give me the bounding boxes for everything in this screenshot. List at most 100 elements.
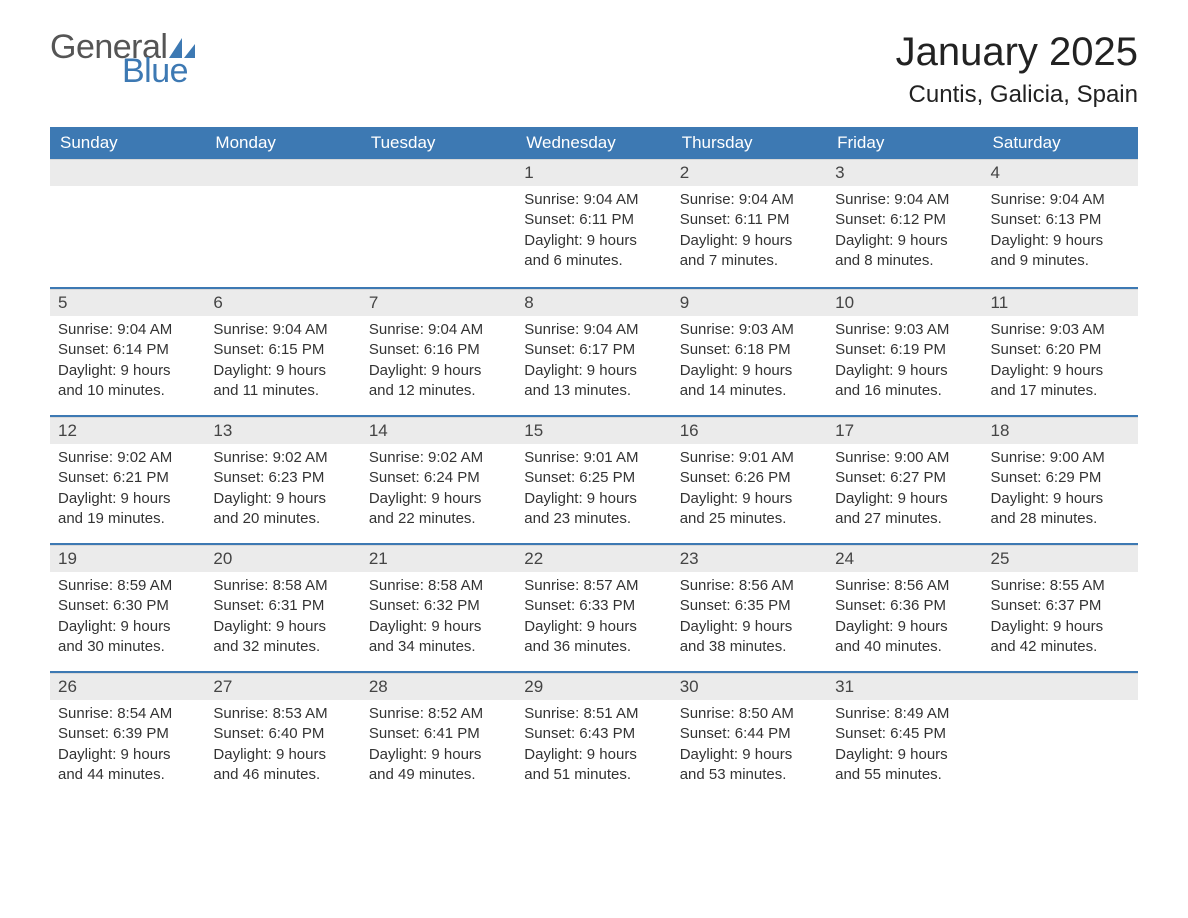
daylight-line1: Daylight: 9 hours — [369, 745, 508, 765]
day-cell: 16Sunrise: 9:01 AMSunset: 6:26 PMDayligh… — [672, 417, 827, 543]
sunset-text: Sunset: 6:41 PM — [369, 724, 508, 744]
day-cell: 26Sunrise: 8:54 AMSunset: 6:39 PMDayligh… — [50, 673, 205, 799]
day-number: 23 — [672, 545, 827, 572]
daylight-line1: Daylight: 9 hours — [58, 489, 197, 509]
daylight-line2: and 34 minutes. — [369, 637, 508, 657]
day-cell: 14Sunrise: 9:02 AMSunset: 6:24 PMDayligh… — [361, 417, 516, 543]
weekday-header: Thursday — [672, 127, 827, 159]
sunset-text: Sunset: 6:36 PM — [835, 596, 974, 616]
daylight-line1: Daylight: 9 hours — [369, 489, 508, 509]
daylight-line1: Daylight: 9 hours — [58, 617, 197, 637]
week-row: 19Sunrise: 8:59 AMSunset: 6:30 PMDayligh… — [50, 543, 1138, 671]
sunrise-text: Sunrise: 9:03 AM — [680, 320, 819, 340]
day-cell: 22Sunrise: 8:57 AMSunset: 6:33 PMDayligh… — [516, 545, 671, 671]
sunset-text: Sunset: 6:14 PM — [58, 340, 197, 360]
daylight-line1: Daylight: 9 hours — [58, 745, 197, 765]
daylight-line2: and 42 minutes. — [991, 637, 1130, 657]
daylight-line1: Daylight: 9 hours — [524, 361, 663, 381]
day-cell: 8Sunrise: 9:04 AMSunset: 6:17 PMDaylight… — [516, 289, 671, 415]
daylight-line2: and 19 minutes. — [58, 509, 197, 529]
day-number: 8 — [516, 289, 671, 316]
sunrise-text: Sunrise: 8:58 AM — [213, 576, 352, 596]
day-body: Sunrise: 8:55 AMSunset: 6:37 PMDaylight:… — [983, 572, 1138, 667]
daylight-line1: Daylight: 9 hours — [524, 231, 663, 251]
day-cell: 13Sunrise: 9:02 AMSunset: 6:23 PMDayligh… — [205, 417, 360, 543]
daylight-line1: Daylight: 9 hours — [213, 745, 352, 765]
sunrise-text: Sunrise: 8:51 AM — [524, 704, 663, 724]
day-cell: 19Sunrise: 8:59 AMSunset: 6:30 PMDayligh… — [50, 545, 205, 671]
day-cell: 10Sunrise: 9:03 AMSunset: 6:19 PMDayligh… — [827, 289, 982, 415]
day-cell: 3Sunrise: 9:04 AMSunset: 6:12 PMDaylight… — [827, 159, 982, 287]
sunset-text: Sunset: 6:13 PM — [991, 210, 1130, 230]
day-number: 1 — [516, 159, 671, 186]
day-cell: 9Sunrise: 9:03 AMSunset: 6:18 PMDaylight… — [672, 289, 827, 415]
day-cell: 24Sunrise: 8:56 AMSunset: 6:36 PMDayligh… — [827, 545, 982, 671]
day-number: 28 — [361, 673, 516, 700]
daylight-line2: and 17 minutes. — [991, 381, 1130, 401]
daylight-line2: and 27 minutes. — [835, 509, 974, 529]
day-number — [983, 673, 1138, 700]
daylight-line2: and 46 minutes. — [213, 765, 352, 785]
day-cell — [361, 159, 516, 287]
day-body: Sunrise: 8:59 AMSunset: 6:30 PMDaylight:… — [50, 572, 205, 667]
day-body: Sunrise: 9:02 AMSunset: 6:23 PMDaylight:… — [205, 444, 360, 539]
sunrise-text: Sunrise: 8:56 AM — [835, 576, 974, 596]
sunset-text: Sunset: 6:30 PM — [58, 596, 197, 616]
daylight-line1: Daylight: 9 hours — [680, 489, 819, 509]
sunset-text: Sunset: 6:31 PM — [213, 596, 352, 616]
day-number: 6 — [205, 289, 360, 316]
day-number — [205, 159, 360, 186]
daylight-line1: Daylight: 9 hours — [369, 361, 508, 381]
location-label: Cuntis, Galicia, Spain — [896, 81, 1138, 109]
sunset-text: Sunset: 6:44 PM — [680, 724, 819, 744]
daylight-line2: and 12 minutes. — [369, 381, 508, 401]
sunrise-text: Sunrise: 8:52 AM — [369, 704, 508, 724]
day-cell: 31Sunrise: 8:49 AMSunset: 6:45 PMDayligh… — [827, 673, 982, 799]
daylight-line1: Daylight: 9 hours — [369, 617, 508, 637]
week-row: 1Sunrise: 9:04 AMSunset: 6:11 PMDaylight… — [50, 159, 1138, 287]
daylight-line2: and 51 minutes. — [524, 765, 663, 785]
sunrise-text: Sunrise: 8:57 AM — [524, 576, 663, 596]
day-cell: 29Sunrise: 8:51 AMSunset: 6:43 PMDayligh… — [516, 673, 671, 799]
day-body: Sunrise: 9:04 AMSunset: 6:14 PMDaylight:… — [50, 316, 205, 411]
day-body: Sunrise: 9:04 AMSunset: 6:16 PMDaylight:… — [361, 316, 516, 411]
sunrise-text: Sunrise: 9:04 AM — [524, 320, 663, 340]
day-cell: 12Sunrise: 9:02 AMSunset: 6:21 PMDayligh… — [50, 417, 205, 543]
daylight-line1: Daylight: 9 hours — [991, 361, 1130, 381]
day-cell: 25Sunrise: 8:55 AMSunset: 6:37 PMDayligh… — [983, 545, 1138, 671]
sunset-text: Sunset: 6:16 PM — [369, 340, 508, 360]
day-body: Sunrise: 9:03 AMSunset: 6:19 PMDaylight:… — [827, 316, 982, 411]
daylight-line1: Daylight: 9 hours — [680, 745, 819, 765]
day-body: Sunrise: 8:58 AMSunset: 6:31 PMDaylight:… — [205, 572, 360, 667]
day-number: 13 — [205, 417, 360, 444]
logo-word-blue: Blue — [122, 54, 195, 88]
sunset-text: Sunset: 6:33 PM — [524, 596, 663, 616]
day-cell: 27Sunrise: 8:53 AMSunset: 6:40 PMDayligh… — [205, 673, 360, 799]
sunrise-text: Sunrise: 8:49 AM — [835, 704, 974, 724]
sunset-text: Sunset: 6:24 PM — [369, 468, 508, 488]
day-number: 24 — [827, 545, 982, 572]
sunrise-text: Sunrise: 8:56 AM — [680, 576, 819, 596]
sunset-text: Sunset: 6:12 PM — [835, 210, 974, 230]
day-cell — [205, 159, 360, 287]
daylight-line2: and 55 minutes. — [835, 765, 974, 785]
day-number: 17 — [827, 417, 982, 444]
day-cell: 7Sunrise: 9:04 AMSunset: 6:16 PMDaylight… — [361, 289, 516, 415]
day-body: Sunrise: 9:04 AMSunset: 6:11 PMDaylight:… — [672, 186, 827, 281]
day-body: Sunrise: 9:04 AMSunset: 6:12 PMDaylight:… — [827, 186, 982, 281]
daylight-line1: Daylight: 9 hours — [991, 489, 1130, 509]
daylight-line2: and 36 minutes. — [524, 637, 663, 657]
day-cell: 6Sunrise: 9:04 AMSunset: 6:15 PMDaylight… — [205, 289, 360, 415]
page-header: General Blue January 2025 Cuntis, Galici… — [50, 30, 1138, 109]
day-number: 26 — [50, 673, 205, 700]
day-cell — [50, 159, 205, 287]
day-cell: 4Sunrise: 9:04 AMSunset: 6:13 PMDaylight… — [983, 159, 1138, 287]
daylight-line1: Daylight: 9 hours — [991, 617, 1130, 637]
day-body: Sunrise: 9:00 AMSunset: 6:27 PMDaylight:… — [827, 444, 982, 539]
day-body: Sunrise: 9:02 AMSunset: 6:21 PMDaylight:… — [50, 444, 205, 539]
sunset-text: Sunset: 6:29 PM — [991, 468, 1130, 488]
sunset-text: Sunset: 6:19 PM — [835, 340, 974, 360]
daylight-line1: Daylight: 9 hours — [524, 745, 663, 765]
day-cell: 28 Sunrise: 8:52 AMSunset: 6:41 PMDayligh… — [361, 673, 516, 799]
daylight-line1: Daylight: 9 hours — [835, 489, 974, 509]
